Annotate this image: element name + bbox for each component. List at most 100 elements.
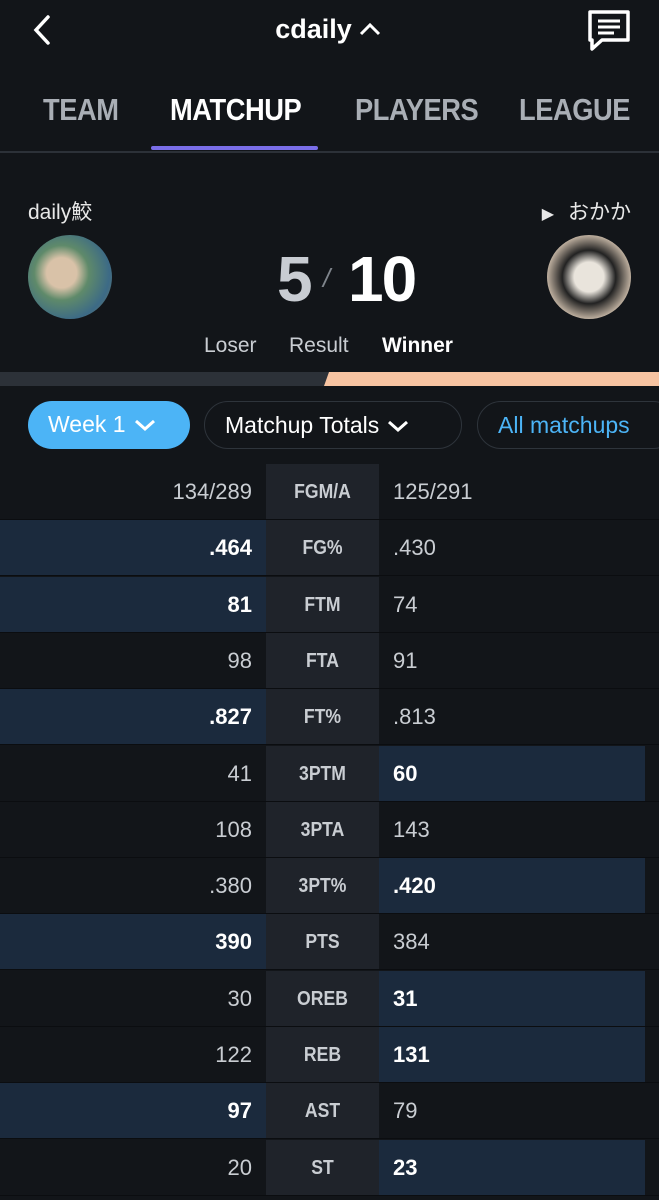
right-value: 131 [393, 1042, 430, 1067]
stat-bg [266, 576, 379, 633]
stat-bg [266, 970, 379, 1027]
right-bg [379, 858, 645, 915]
scope-selector[interactable]: All matchups [477, 401, 659, 449]
left-avatar[interactable] [28, 235, 112, 319]
stat-row: 108 3PTA 143 [0, 801, 659, 858]
stat-row: 41 3PTM 60 [0, 745, 659, 802]
stat-name: 3PTM [299, 762, 346, 785]
result-label: Result [289, 334, 349, 357]
stat-name: AST [304, 1100, 341, 1123]
left-bg [0, 520, 266, 577]
right-result: Winner [382, 334, 453, 357]
stat-name: ST [311, 1156, 334, 1179]
right-bg [379, 745, 645, 802]
right-value: .420 [393, 873, 436, 899]
left-value: 30 [227, 985, 252, 1011]
row-divider [0, 856, 659, 858]
right-value: 31 [393, 985, 418, 1011]
left-bg [0, 576, 266, 633]
stat-name: REB [303, 1044, 342, 1066]
row-divider [0, 1082, 659, 1083]
stat-bg [266, 520, 379, 577]
stat-name: FG% [302, 537, 343, 560]
row-divider [0, 744, 659, 746]
row-divider [0, 519, 659, 520]
tab[interactable]: MATCHUP [170, 92, 302, 127]
totals-selector[interactable]: Matchup Totals [204, 401, 462, 449]
tab[interactable]: PLAYERS [355, 92, 479, 127]
left-value: .464 [209, 535, 252, 561]
stat-row: 30 OREB 31 [0, 970, 659, 1027]
stat-row: .827 FT% .813 [0, 689, 659, 746]
left-score: 5 [277, 243, 313, 315]
right-avatar[interactable] [547, 235, 631, 319]
left-bg [0, 689, 266, 746]
right-value: 143 [393, 816, 430, 842]
chevron-down [388, 420, 409, 433]
left-value: 390 [215, 929, 252, 955]
right-value: 91 [393, 647, 418, 673]
stat-bg [266, 745, 379, 802]
left-value: 20 [227, 1154, 252, 1180]
right-score: 10 [348, 243, 417, 315]
right-bg [379, 970, 645, 1027]
stat-bg [266, 914, 379, 971]
left-value: .380 [209, 873, 252, 899]
left-value: 122 [215, 1042, 252, 1067]
stat-bg [266, 1027, 379, 1083]
stat-name: FGM/A [294, 481, 351, 503]
totals-label: Matchup Totals [225, 412, 380, 438]
right-value: 60 [393, 760, 418, 786]
right-value: 23 [393, 1154, 418, 1180]
left-team-name: daily鮫 [28, 201, 93, 224]
header-title[interactable]: cdaily [0, 14, 659, 45]
left-value: 134/289 [172, 479, 252, 504]
stat-name: FTA [306, 649, 339, 672]
right-bg [379, 1083, 645, 1139]
stat-row: 97 AST 79 [0, 1083, 659, 1140]
stat-name: 3PTA [300, 818, 345, 841]
tab[interactable]: LEAGUE [519, 92, 631, 127]
left-value: .827 [209, 704, 252, 730]
right-team: ▶ おかか [541, 201, 631, 224]
week-label: Week 1 [48, 411, 126, 437]
stat-row: .380 3PT% .420 [0, 858, 659, 915]
stat-name: OREB [297, 987, 348, 1010]
right-bg [379, 1027, 645, 1083]
stat-row: 122 REB 131 [0, 1027, 659, 1083]
left-bg [0, 914, 266, 971]
right-team-name: おかか [568, 201, 631, 224]
row-divider [0, 687, 659, 689]
left-value: 108 [215, 816, 252, 842]
stat-row: .464 FG% .430 [0, 520, 659, 577]
left-result: Loser [204, 334, 257, 357]
divider [0, 151, 659, 153]
back-button[interactable] [30, 14, 54, 46]
left-value: 81 [227, 591, 252, 617]
stat-bg [266, 1139, 379, 1196]
score-separator: / [323, 263, 331, 293]
row-divider [0, 575, 659, 577]
right-value: 74 [393, 591, 418, 617]
row-divider [0, 1025, 659, 1027]
chat-button[interactable] [586, 8, 632, 52]
stat-name: PTS [305, 931, 340, 954]
right-value: 125/291 [393, 479, 473, 504]
right-bg [379, 633, 645, 689]
left-value: 41 [227, 760, 252, 786]
chevron-up [359, 22, 380, 36]
week-selector[interactable]: Week 1 [28, 401, 190, 449]
row-divider [0, 631, 659, 633]
result-bar [0, 372, 659, 386]
chevron-down [134, 419, 155, 432]
row-divider [0, 913, 659, 915]
row-divider [0, 800, 659, 802]
right-value: .430 [393, 535, 436, 561]
tab[interactable]: TEAM [43, 92, 119, 127]
stat-name: FT% [303, 706, 342, 729]
stat-bg [266, 632, 379, 689]
stat-row: 134/289 FGM/A 125/291 [0, 464, 659, 520]
league-name: cdaily [275, 14, 352, 44]
stat-row: 20 ST 23 [0, 1139, 659, 1196]
row-divider [0, 969, 659, 971]
